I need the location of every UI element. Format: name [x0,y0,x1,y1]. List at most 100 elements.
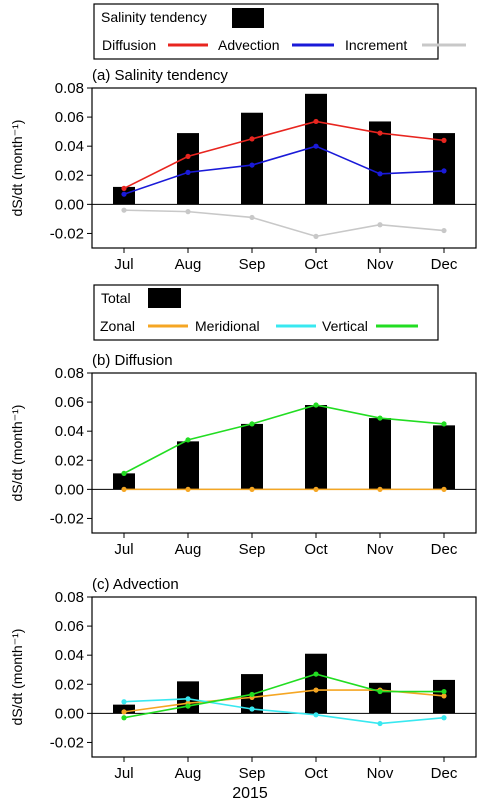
panel-advection: (c) Advection -0.02 0.00 0.02 0.04 0.06 0.08 Ju… [9,576,477,782]
y-tick-label: 0.08 [55,589,84,606]
series-point-diffusion [313,118,319,125]
x-tick-label: Aug [175,256,202,273]
legend-salinity-title: Salinity tendency [101,9,207,25]
x-tick-label: Nov [367,541,394,558]
series-point-vertical [313,402,319,408]
series-point-diffusion [185,153,191,159]
series-point-diffusion [249,136,255,142]
y-tick-label: -0.02 [50,225,84,242]
bar-dec [433,425,455,490]
series-point-vertical [441,421,447,427]
legend-salinity-box [93,3,439,60]
y-axis-label: dS/dt (month⁻¹) [9,405,25,502]
series-point-meridional [377,720,383,727]
x-tick-label: Sep [239,541,266,558]
series-line-vertical [123,673,444,719]
series-point-advection [249,162,255,168]
y-tick-label: 0.00 [55,196,84,213]
series-point-increment [121,207,127,213]
legend-components-box [93,284,439,341]
y-tick-label: 0.06 [55,618,84,635]
series-point-zonal [313,687,319,693]
x-tick-label: Sep [239,256,266,273]
series-point-zonal [185,486,191,492]
panel-salinity-tendency: (a) Salinity tendency -0.02 0.00 0.02 0.04 0.… [9,67,477,273]
series-line-advection [123,145,445,195]
plot-frame [91,372,477,534]
legend-item-meridional-label: Meridional [195,318,260,334]
bar-jul [113,704,135,714]
y-tick-label: 0.04 [55,138,84,155]
x-tick-label: Aug [175,765,202,782]
series-point-zonal [441,693,447,699]
legend-item-advection-label: Advection [218,37,279,53]
bar-aug [177,133,199,205]
panel-title: (c) Advection [92,576,179,593]
bar-oct [305,653,327,714]
legend-item-increment-label: Increment [345,37,407,53]
x-tick-label: Nov [367,256,394,273]
series-point-advection [377,171,383,177]
series-point-increment [377,222,383,228]
y-tick-label: 0.00 [55,481,84,498]
bar-oct [305,93,327,205]
series-point-advection [121,191,127,197]
plot-frame [91,87,477,249]
series-point-advection [185,169,191,175]
bar-aug [177,441,199,490]
series-point-vertical [441,688,447,695]
panel-diffusion: (b) Diffusion -0.02 0.00 0.02 0.04 0.06 0.08 Ju… [9,352,477,558]
x-tick-label: Jul [114,256,133,273]
series-point-diffusion [441,137,447,143]
y-tick-label: 0.04 [55,647,84,664]
x-tick-label: Oct [304,256,328,273]
y-tick-label: 0.08 [55,80,84,97]
bar-jul [113,473,135,490]
y-tick-label: 0.00 [55,705,84,722]
x-tick-label: Oct [304,765,328,782]
series-point-meridional [441,715,447,721]
x-tick-label: Dec [431,256,458,273]
legend-item-zonal-label: Zonal [100,318,135,334]
bar-nov [369,121,391,205]
legend-item-vertical-label: Vertical [322,318,368,334]
bar-nov [369,682,391,714]
series-point-diffusion [121,185,127,191]
panel-title: (b) Diffusion [92,352,173,369]
x-axis-year-label: 2015 [232,785,268,802]
y-axis-label: dS/dt (month⁻¹) [9,629,25,726]
series-point-vertical [121,715,127,721]
series-point-increment [313,233,319,239]
series-point-vertical [249,691,255,698]
x-tick-label: Dec [431,765,458,782]
series-point-vertical [377,415,383,421]
series-line-vertical [123,404,445,475]
series-point-meridional [313,712,319,718]
series-point-vertical [185,437,191,443]
x-tick-label: Jul [114,765,133,782]
plot-frame [91,596,477,758]
legend-salinity: Salinity tendency Diffusion Advection In… [93,3,466,60]
y-tick-label: -0.02 [50,734,84,751]
series-point-increment [185,209,191,215]
series-point-zonal [377,486,383,492]
x-tick-label: Aug [175,541,202,558]
series-point-zonal [313,486,319,492]
series-point-zonal [121,486,127,492]
series-point-zonal [121,709,127,715]
series-line-meridional [123,698,445,725]
series-point-vertical [121,470,127,476]
series-point-increment [441,227,447,234]
series-point-vertical [249,421,255,427]
x-tick-label: Nov [367,765,394,782]
series-point-vertical [377,688,383,695]
series-point-increment [249,214,255,221]
legend-components-title: Total [101,290,131,306]
series-point-meridional [249,706,255,712]
y-axis-label: dS/dt (month⁻¹) [9,120,25,217]
legend-components-bar-swatch [148,288,181,308]
bar-sep [241,423,263,490]
series-point-meridional [121,699,127,705]
x-tick-label: Oct [304,541,328,558]
